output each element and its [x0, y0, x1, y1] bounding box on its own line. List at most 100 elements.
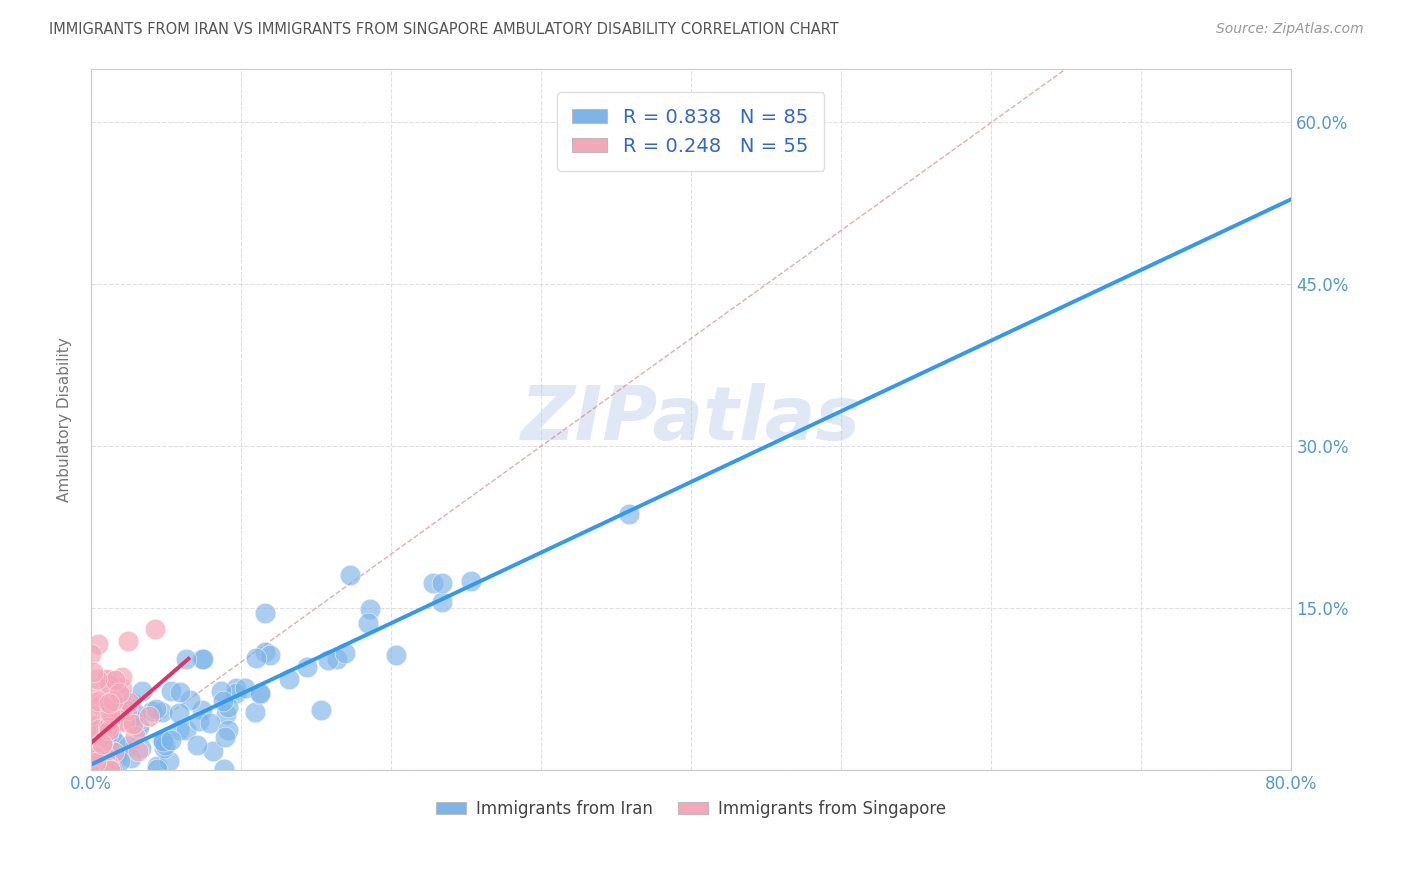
- Point: [152, 735, 174, 749]
- Legend: Immigrants from Iran, Immigrants from Singapore: Immigrants from Iran, Immigrants from Si…: [429, 794, 953, 825]
- Point: [127, 744, 149, 758]
- Point: [233, 681, 256, 696]
- Point: [191, 651, 214, 665]
- Point: [295, 660, 318, 674]
- Point: [129, 741, 152, 756]
- Point: [167, 706, 190, 720]
- Point: [120, 751, 142, 765]
- Point: [84, 755, 107, 769]
- Point: [114, 714, 136, 729]
- Point: [107, 698, 129, 713]
- Point: [98, 763, 121, 777]
- Point: [174, 723, 197, 738]
- Point: [167, 723, 190, 738]
- Point: [108, 686, 131, 700]
- Point: [112, 707, 135, 722]
- Point: [316, 653, 339, 667]
- Point: [111, 670, 134, 684]
- Point: [143, 622, 166, 636]
- Point: [209, 684, 232, 698]
- Point: [124, 729, 146, 743]
- Point: [150, 733, 173, 747]
- Point: [110, 688, 132, 702]
- Point: [105, 751, 128, 765]
- Point: [84, 684, 107, 698]
- Point: [97, 720, 120, 734]
- Point: [311, 703, 333, 717]
- Point: [121, 716, 143, 731]
- Point: [356, 616, 378, 631]
- Point: [80, 707, 103, 722]
- Text: IMMIGRANTS FROM IRAN VS IMMIGRANTS FROM SINGAPORE AMBULATORY DISABILITY CORRELAT: IMMIGRANTS FROM IRAN VS IMMIGRANTS FROM …: [49, 22, 839, 37]
- Point: [83, 753, 105, 767]
- Point: [91, 762, 114, 776]
- Point: [80, 647, 103, 661]
- Point: [179, 693, 201, 707]
- Point: [131, 683, 153, 698]
- Point: [83, 747, 105, 762]
- Point: [198, 715, 221, 730]
- Point: [101, 694, 124, 708]
- Point: [152, 740, 174, 755]
- Point: [254, 606, 277, 620]
- Point: [96, 673, 118, 687]
- Point: [98, 743, 121, 757]
- Point: [160, 733, 183, 747]
- Point: [82, 757, 104, 772]
- Y-axis label: Ambulatory Disability: Ambulatory Disability: [58, 337, 72, 501]
- Point: [100, 700, 122, 714]
- Point: [278, 672, 301, 686]
- Point: [101, 731, 124, 745]
- Point: [225, 686, 247, 700]
- Point: [110, 754, 132, 768]
- Point: [98, 706, 121, 720]
- Point: [83, 721, 105, 735]
- Point: [152, 734, 174, 748]
- Point: [146, 762, 169, 776]
- Point: [159, 683, 181, 698]
- Point: [245, 705, 267, 719]
- Point: [217, 700, 239, 714]
- Point: [86, 672, 108, 686]
- Point: [97, 723, 120, 737]
- Point: [101, 762, 124, 776]
- Point: [339, 568, 361, 582]
- Point: [188, 714, 211, 729]
- Point: [87, 722, 110, 736]
- Point: [385, 648, 408, 662]
- Point: [97, 727, 120, 741]
- Point: [254, 645, 277, 659]
- Point: [249, 687, 271, 701]
- Point: [214, 730, 236, 744]
- Point: [118, 695, 141, 709]
- Point: [83, 717, 105, 731]
- Point: [87, 637, 110, 651]
- Point: [150, 706, 173, 720]
- Point: [103, 745, 125, 759]
- Point: [225, 681, 247, 695]
- Point: [100, 761, 122, 775]
- Point: [93, 748, 115, 763]
- Point: [80, 756, 103, 770]
- Point: [90, 737, 112, 751]
- Point: [430, 576, 453, 591]
- Point: [245, 651, 267, 665]
- Point: [94, 719, 117, 733]
- Point: [215, 706, 238, 721]
- Point: [97, 758, 120, 772]
- Point: [90, 723, 112, 738]
- Point: [617, 508, 640, 522]
- Point: [96, 673, 118, 687]
- Point: [217, 723, 239, 738]
- Point: [104, 735, 127, 749]
- Point: [422, 576, 444, 591]
- Point: [93, 761, 115, 775]
- Point: [259, 648, 281, 662]
- Point: [83, 762, 105, 776]
- Point: [138, 709, 160, 723]
- Point: [94, 762, 117, 776]
- Point: [212, 762, 235, 776]
- Point: [333, 646, 356, 660]
- Point: [249, 686, 271, 700]
- Point: [115, 703, 138, 717]
